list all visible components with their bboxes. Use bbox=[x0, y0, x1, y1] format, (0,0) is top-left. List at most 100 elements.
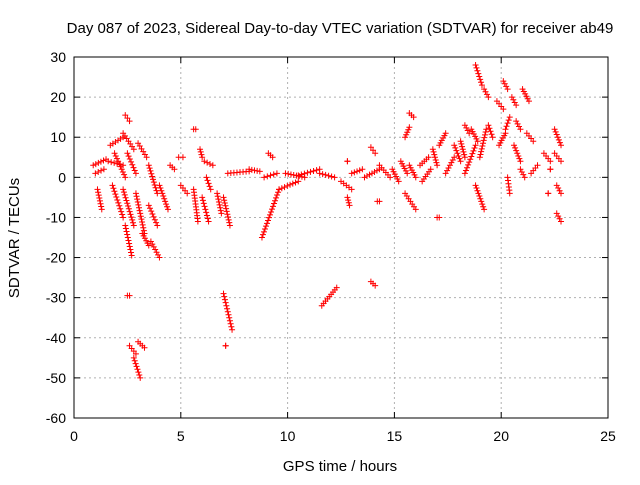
data-point bbox=[478, 79, 485, 86]
data-point bbox=[113, 194, 120, 201]
data-point bbox=[504, 120, 511, 127]
data-point bbox=[217, 207, 224, 214]
data-point bbox=[133, 363, 140, 370]
data-point bbox=[150, 213, 157, 220]
data-point bbox=[135, 201, 142, 208]
data-point bbox=[476, 154, 483, 161]
data-points bbox=[90, 62, 565, 381]
data-point bbox=[555, 185, 562, 192]
data-point bbox=[217, 204, 224, 211]
data-point bbox=[126, 155, 133, 162]
data-point bbox=[268, 209, 275, 216]
data-point bbox=[470, 147, 477, 154]
data-point bbox=[221, 197, 228, 204]
data-point bbox=[404, 170, 411, 177]
data-point bbox=[117, 163, 124, 170]
data-point bbox=[348, 170, 355, 177]
data-point bbox=[328, 173, 335, 180]
data-point bbox=[558, 142, 565, 149]
data-point bbox=[474, 67, 481, 74]
data-point bbox=[248, 166, 255, 173]
data-point bbox=[147, 238, 154, 245]
data-point bbox=[485, 122, 492, 129]
data-point bbox=[205, 180, 212, 187]
data-point bbox=[503, 83, 510, 90]
data-point bbox=[149, 211, 156, 218]
data-point bbox=[476, 193, 483, 200]
data-point bbox=[98, 167, 105, 174]
data-point bbox=[254, 167, 261, 174]
data-point bbox=[434, 162, 441, 169]
data-point bbox=[128, 252, 135, 259]
data-point bbox=[136, 207, 143, 214]
data-point bbox=[472, 142, 479, 149]
data-point bbox=[403, 131, 410, 138]
y-tick-label: 10 bbox=[50, 129, 66, 145]
data-point bbox=[500, 106, 507, 113]
data-point bbox=[225, 214, 232, 221]
data-point bbox=[126, 243, 133, 250]
data-point bbox=[137, 374, 144, 381]
data-point bbox=[354, 168, 361, 175]
data-point bbox=[274, 192, 281, 199]
data-point bbox=[206, 160, 213, 167]
data-point bbox=[404, 129, 411, 136]
data-point bbox=[556, 215, 563, 222]
data-point bbox=[98, 203, 105, 210]
data-point bbox=[112, 152, 119, 159]
data-point bbox=[482, 129, 489, 136]
data-point bbox=[225, 311, 232, 318]
y-axis-label: SDTVAR / TECUs bbox=[6, 178, 23, 298]
data-point bbox=[516, 123, 522, 130]
data-point bbox=[476, 73, 483, 80]
data-point bbox=[410, 114, 417, 121]
data-point bbox=[370, 147, 377, 154]
data-point bbox=[514, 150, 521, 157]
data-point bbox=[316, 170, 323, 177]
data-point bbox=[117, 205, 124, 212]
data-point bbox=[481, 131, 488, 138]
data-point bbox=[553, 131, 560, 138]
data-point bbox=[179, 154, 186, 161]
data-point bbox=[120, 186, 127, 193]
data-point bbox=[111, 159, 118, 166]
data-point bbox=[95, 159, 102, 166]
data-point bbox=[513, 118, 520, 125]
y-tick-label: -10 bbox=[46, 209, 66, 225]
data-point bbox=[431, 154, 438, 161]
data-point bbox=[502, 126, 509, 133]
data-point bbox=[466, 159, 473, 166]
data-point bbox=[525, 98, 532, 105]
data-point bbox=[112, 191, 119, 198]
data-point bbox=[269, 206, 276, 213]
data-point bbox=[121, 171, 128, 178]
data-point bbox=[152, 246, 159, 253]
data-point bbox=[472, 62, 479, 69]
data-point bbox=[287, 181, 294, 188]
data-point bbox=[96, 197, 103, 204]
data-point bbox=[124, 150, 131, 157]
y-tick-label: -30 bbox=[46, 290, 66, 306]
data-point bbox=[134, 196, 141, 203]
data-point bbox=[275, 189, 282, 196]
data-point bbox=[151, 216, 158, 223]
data-point bbox=[270, 203, 277, 210]
data-point bbox=[115, 199, 122, 206]
data-point bbox=[221, 200, 228, 207]
data-point bbox=[478, 148, 485, 155]
data-point bbox=[287, 171, 294, 178]
data-point bbox=[128, 249, 135, 256]
data-point bbox=[406, 124, 413, 131]
data-point bbox=[372, 150, 379, 157]
data-point bbox=[127, 246, 134, 253]
data-point bbox=[192, 126, 199, 133]
data-point bbox=[345, 199, 352, 206]
data-point bbox=[458, 140, 465, 147]
data-point bbox=[122, 225, 129, 232]
data-point bbox=[203, 209, 210, 216]
data-point bbox=[223, 302, 230, 309]
data-point bbox=[325, 172, 332, 179]
y-tick-label: 30 bbox=[50, 49, 66, 65]
data-point bbox=[224, 305, 231, 312]
